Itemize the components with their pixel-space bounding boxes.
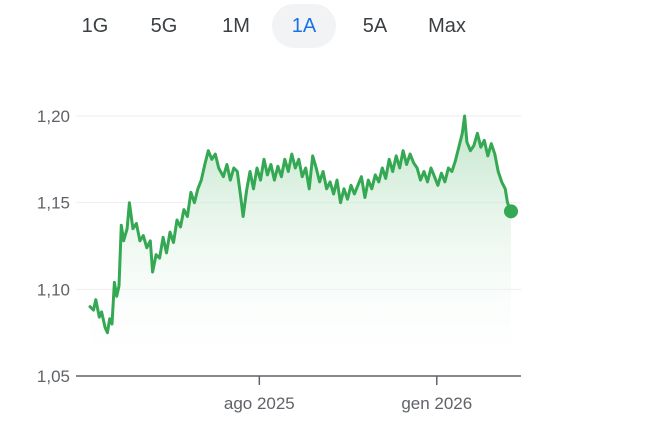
range-tab-label: 1G <box>81 14 109 37</box>
range-tab-1a[interactable]: 1A <box>272 4 336 48</box>
y-tick-label: 1,15 <box>37 194 70 213</box>
range-tab-1m[interactable]: 1M <box>200 4 272 48</box>
x-tick-label: gen 2026 <box>401 394 472 413</box>
y-axis: 1,05 1,10 1,15 1,20 <box>37 107 70 386</box>
x-tick-label: ago 2025 <box>224 394 295 413</box>
range-tab-1g[interactable]: 1G <box>62 4 128 48</box>
price-area <box>90 116 511 376</box>
range-tab-label: 1M <box>222 14 250 37</box>
range-tab-label: 5A <box>362 14 388 37</box>
x-axis: ago 2025 gen 2026 <box>224 376 472 413</box>
range-tab-label: 5G <box>150 14 178 37</box>
range-tabs: 1G 5G 1M 1A 5A Max <box>62 4 480 48</box>
y-tick-label: 1,20 <box>37 107 70 126</box>
last-price-marker[interactable] <box>504 204 518 219</box>
range-tab-label: Max <box>428 14 466 37</box>
price-line <box>88 114 513 335</box>
y-tick-label: 1,05 <box>37 367 70 386</box>
y-tick-label: 1,10 <box>37 280 70 299</box>
range-tab-5a[interactable]: 5A <box>336 4 414 48</box>
range-tab-label: 1A <box>291 14 317 37</box>
range-tab-max[interactable]: Max <box>414 4 480 48</box>
range-tab-5g[interactable]: 5G <box>128 4 200 48</box>
